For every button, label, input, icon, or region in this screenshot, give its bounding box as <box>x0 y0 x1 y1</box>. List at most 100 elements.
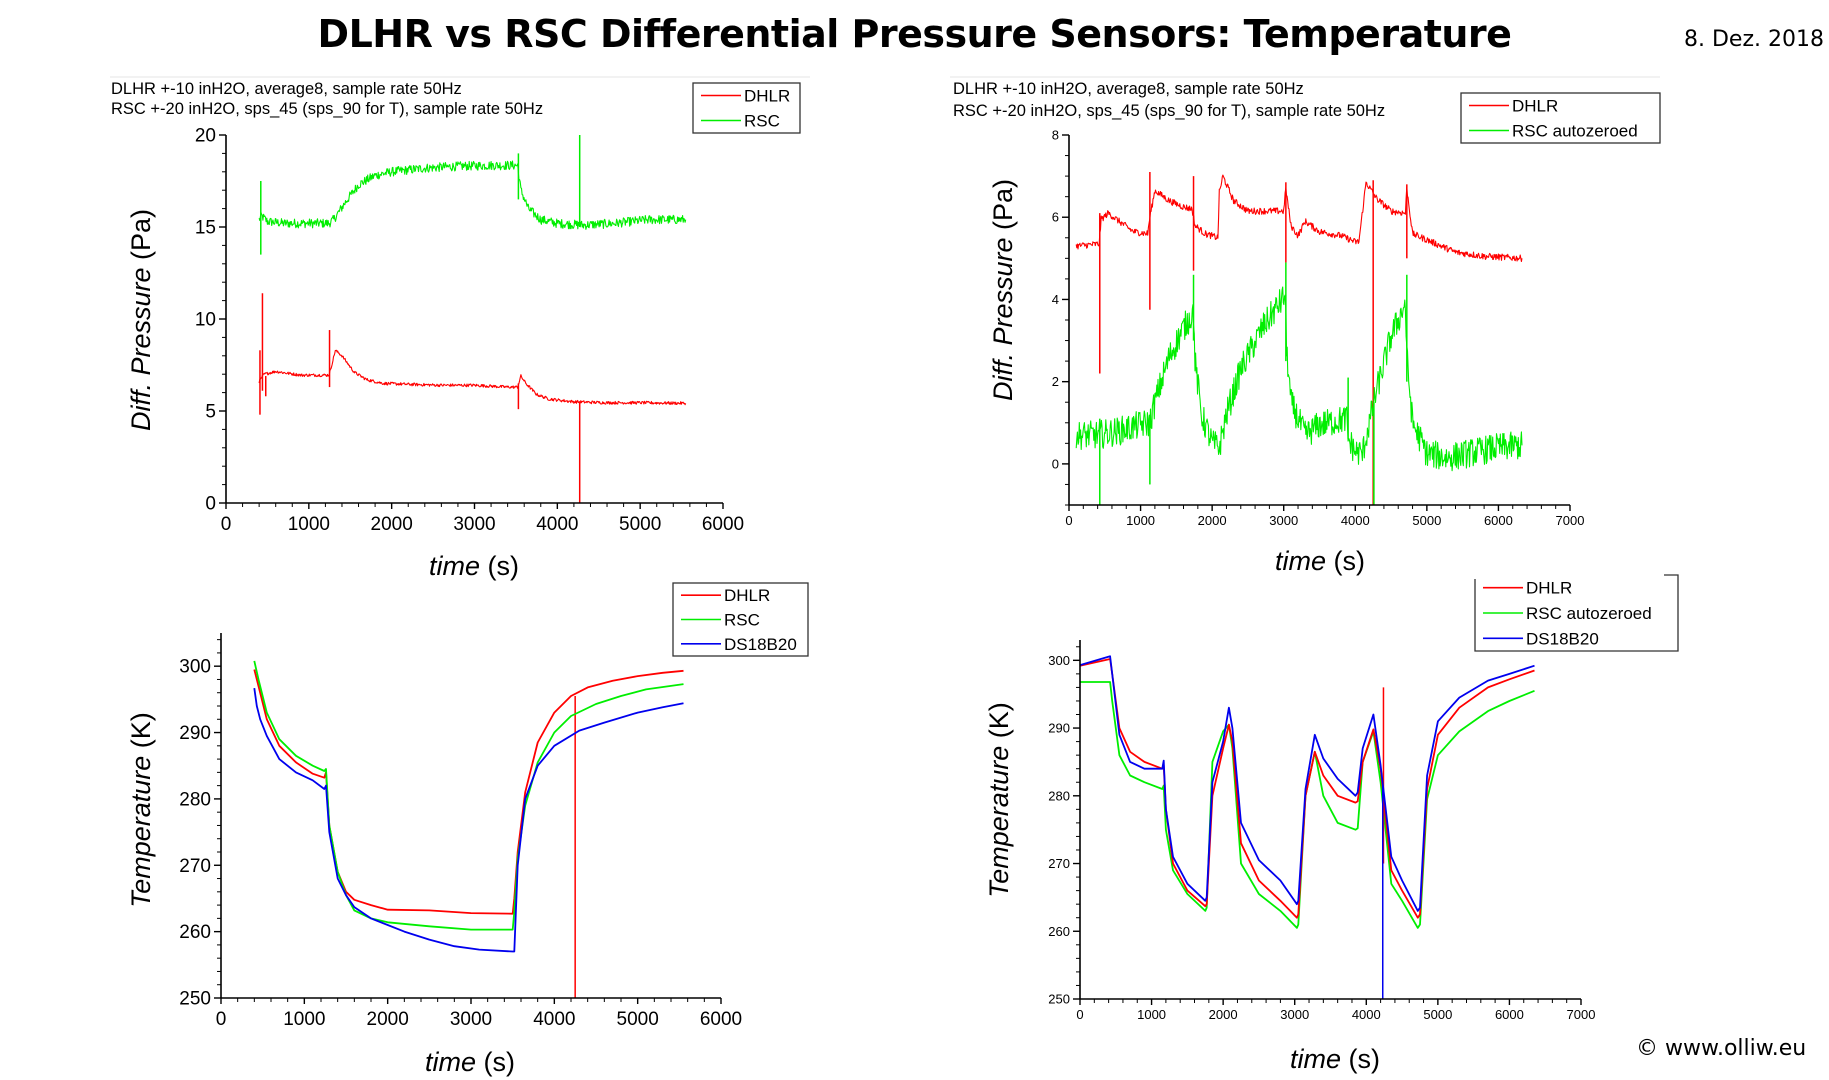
series-dhlr <box>1075 172 1523 505</box>
x-tick-label: 3000 <box>453 514 495 535</box>
legend-label: DHLR <box>744 87 790 106</box>
x-tick-label: 5000 <box>619 514 661 535</box>
legend-box <box>692 82 801 134</box>
y-tick-label: 0 <box>1052 456 1059 471</box>
legend: DHLR RSC autozeroed <box>1460 92 1661 144</box>
page-title: DLHR vs RSC Differential Pressure Sensor… <box>317 12 1512 56</box>
series-rsc-autozeroed <box>1075 262 1523 505</box>
legend-label: RSC <box>724 611 760 630</box>
x-tick-label: 6000 <box>702 514 744 535</box>
copyright-label: © www.olliw.eu <box>1636 1036 1807 1061</box>
series-dhlr <box>253 669 684 998</box>
y-tick-label: 250 <box>179 989 211 1010</box>
legend: DHLR RSC DS18B20 <box>672 582 809 657</box>
x-tick-label: 6000 <box>1495 1007 1524 1022</box>
x-tick-label: 2000 <box>367 1009 409 1030</box>
y-axis-title-main: Temperature <box>984 746 1014 898</box>
chart-pressure-right: DLHR +-10 inH2O, average8, sample rate 5… <box>953 80 1661 576</box>
x-tick-label: 3000 <box>1269 513 1298 528</box>
x-tick-label: 4000 <box>1341 513 1370 528</box>
series-line <box>1075 174 1523 263</box>
y-tick-label: 300 <box>179 657 211 678</box>
x-tick-label: 7000 <box>1567 1007 1596 1022</box>
x-tick-label: 4000 <box>536 514 578 535</box>
legend-box <box>1474 574 1679 652</box>
x-tick-label: 2000 <box>1198 513 1227 528</box>
legend-label: RSC autozeroed <box>1526 604 1652 623</box>
y-axis-title-unit: (K) <box>126 712 156 756</box>
x-axis-title-main: time <box>1275 546 1326 576</box>
series-line <box>258 160 687 230</box>
x-axis-title: time (s) <box>1275 546 1365 576</box>
x-tick-label: 3000 <box>450 1009 492 1030</box>
y-axis-title-main: Diff. Pressure <box>988 237 1018 401</box>
series-ds18b20 <box>253 687 684 953</box>
x-tick-label: 7000 <box>1556 513 1585 528</box>
series-line <box>253 669 684 915</box>
y-tick-label: 2 <box>1052 374 1059 389</box>
y-tick-label: 20 <box>195 126 216 147</box>
x-tick-label: 5000 <box>617 1009 659 1030</box>
y-tick-label: 15 <box>195 218 216 239</box>
series-rsc-autozeroed <box>1080 681 1535 929</box>
x-tick-label: 1000 <box>283 1009 325 1030</box>
legend-label: DHLR <box>724 586 770 605</box>
legend-label: DS18B20 <box>724 635 797 654</box>
y-tick-label: 6 <box>1052 210 1059 225</box>
y-tick-label: 250 <box>1048 992 1070 1007</box>
annotation-line-1: DLHR +-10 inH2O, average8, sample rate 5… <box>953 80 1304 98</box>
legend-label: RSC <box>744 112 780 131</box>
y-tick-label: 4 <box>1052 292 1059 307</box>
legend-label: DHLR <box>1526 579 1572 598</box>
annotation-line-2: RSC +-20 inH2O, sps_45 (sps_90 for T), s… <box>953 102 1385 120</box>
y-axis-title: Diff. Pressure (Pa) <box>126 209 156 431</box>
x-axis-title-main: time <box>429 551 480 581</box>
x-tick-label: 2000 <box>1209 1007 1238 1022</box>
legend-label: DS18B20 <box>1526 629 1599 648</box>
x-tick-label: 0 <box>221 514 232 535</box>
x-axis-title-unit: (s) <box>1341 1044 1380 1074</box>
x-axis-title: time (s) <box>429 551 519 581</box>
x-tick-label: 0 <box>216 1009 227 1030</box>
y-tick-label: 300 <box>1048 653 1070 668</box>
x-tick-label: 6000 <box>700 1009 742 1030</box>
x-axis-title-unit: (s) <box>480 551 519 581</box>
y-axis-title-unit: (K) <box>984 702 1014 746</box>
x-axis-title: time (s) <box>1290 1044 1380 1074</box>
legend-label: RSC autozeroed <box>1512 122 1638 141</box>
series-rsc <box>253 660 684 931</box>
x-tick-label: 5000 <box>1423 1007 1452 1022</box>
series-line <box>1080 681 1535 929</box>
y-tick-label: 10 <box>195 310 216 331</box>
legend: DHLR RSC <box>692 82 801 134</box>
y-tick-label: 290 <box>1048 721 1070 736</box>
date-label: 8. Dez. 2018 <box>1684 27 1824 52</box>
series-line <box>253 660 684 931</box>
x-tick-label: 4000 <box>533 1009 575 1030</box>
x-tick-label: 6000 <box>1484 513 1513 528</box>
legend: DHLR RSC autozeroed DS18B20 <box>1474 574 1679 652</box>
series-dhlr <box>1079 658 1535 919</box>
y-tick-label: 260 <box>179 922 211 943</box>
x-tick-label: 1000 <box>1137 1007 1166 1022</box>
chart-pressure-left: DLHR +-10 inH2O, average8, sample rate 5… <box>111 80 801 581</box>
series-ds18b20 <box>1079 655 1535 999</box>
x-axis-title-unit: (s) <box>476 1047 515 1077</box>
y-axis-title: Diff. Pressure (Pa) <box>988 179 1018 401</box>
y-axis-title-main: Diff. Pressure <box>126 267 156 431</box>
x-tick-label: 4000 <box>1352 1007 1381 1022</box>
series-line <box>1079 655 1535 912</box>
y-tick-label: 270 <box>179 856 211 877</box>
x-tick-label: 2000 <box>371 514 413 535</box>
series-dhlr <box>258 293 687 503</box>
x-tick-label: 0 <box>1076 1007 1083 1022</box>
annotation-line-1: DLHR +-10 inH2O, average8, sample rate 5… <box>111 80 462 98</box>
y-axis-title: Temperature (K) <box>126 712 156 908</box>
x-axis-title-main: time <box>1290 1044 1341 1074</box>
x-axis-title: time (s) <box>425 1047 515 1077</box>
y-tick-label: 260 <box>1048 924 1070 939</box>
x-tick-label: 0 <box>1065 513 1072 528</box>
x-axis-title-unit: (s) <box>1326 546 1365 576</box>
x-tick-label: 3000 <box>1280 1007 1309 1022</box>
series-rsc <box>258 135 687 255</box>
